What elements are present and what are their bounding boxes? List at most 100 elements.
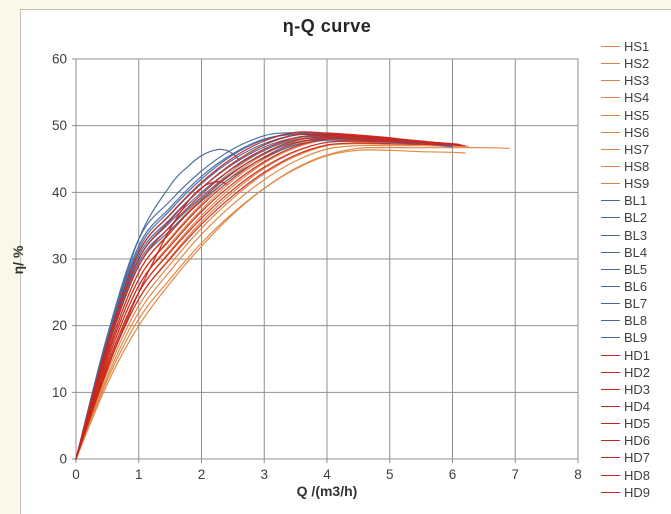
legend-line-swatch-HS8 — [601, 166, 620, 168]
legend-line-swatch-HD8 — [601, 474, 620, 476]
legend-line-swatch-BL8 — [601, 320, 620, 322]
curve-HD9[interactable] — [75, 142, 466, 460]
legend-label-HD9: HD9 — [624, 484, 651, 500]
x-axis-title: Q /(m3/h) — [296, 483, 358, 499]
legend-label-HD4: HD4 — [624, 399, 651, 415]
curve-HD7[interactable] — [75, 138, 460, 460]
legend-line-swatch-HS3 — [601, 80, 620, 82]
legend-label-HS8: HS8 — [624, 159, 650, 175]
legend-label-HD7: HD7 — [624, 450, 651, 466]
legend-line-swatch-HD5 — [601, 423, 620, 425]
legend-line-swatch-HD1 — [601, 354, 620, 356]
legend-line-swatch-HS9 — [601, 183, 620, 185]
curve-HD3[interactable] — [75, 133, 435, 460]
legend-item-BL1[interactable]: BL1 — [601, 192, 671, 209]
legend-item-HD5[interactable]: HD5 — [601, 415, 671, 432]
y-tick-label-30: 30 — [52, 252, 67, 267]
legend-item-HD9[interactable]: HD9 — [601, 484, 671, 501]
curve-HD8[interactable] — [75, 140, 463, 460]
chart-panel[interactable] — [20, 9, 671, 514]
legend-label-HS7: HS7 — [624, 141, 650, 157]
curve-BL7[interactable] — [75, 137, 447, 460]
x-tick-label-0: 0 — [72, 467, 80, 482]
legend-item-HS8[interactable]: HS8 — [601, 158, 671, 175]
legend-line-swatch-BL5 — [601, 268, 620, 270]
legend-item-HS4[interactable]: HS4 — [601, 89, 671, 106]
curve-HD5[interactable] — [75, 135, 447, 460]
legend-item-BL2[interactable]: BL2 — [601, 209, 671, 226]
curve-HD6[interactable] — [75, 136, 454, 460]
legend-label-HS5: HS5 — [624, 107, 650, 123]
legend-item-HD6[interactable]: HD6 — [601, 432, 671, 449]
curve-HS8[interactable] — [75, 135, 428, 460]
legend-item-BL6[interactable]: BL6 — [601, 278, 671, 295]
legend-line-swatch-HD9 — [601, 491, 620, 493]
x-tick-label-2: 2 — [198, 467, 206, 482]
curve-HS2[interactable] — [75, 144, 469, 460]
legend-label-HS2: HS2 — [624, 56, 650, 72]
x-tick-label-8: 8 — [574, 467, 582, 482]
x-tick-label-7: 7 — [511, 467, 519, 482]
legend-item-HD7[interactable]: HD7 — [601, 449, 671, 466]
curve-BL5[interactable] — [75, 133, 435, 460]
legend-label-HS1: HS1 — [624, 39, 650, 55]
legend-item-HS9[interactable]: HS9 — [601, 175, 671, 192]
legend-line-swatch-HS6 — [601, 131, 620, 133]
curve-HS6[interactable] — [75, 137, 441, 460]
legend-label-HS4: HS4 — [624, 90, 650, 106]
legend-line-swatch-BL9 — [601, 337, 620, 339]
legend-label-HD3: HD3 — [624, 381, 651, 397]
legend-item-BL3[interactable]: BL3 — [601, 227, 671, 244]
legend-item-HS7[interactable]: HS7 — [601, 141, 671, 158]
legend-line-swatch-HD2 — [601, 371, 620, 373]
legend-item-HD4[interactable]: HD4 — [601, 398, 671, 415]
legend-item-HS3[interactable]: HS3 — [601, 72, 671, 89]
legend-item-HS6[interactable]: HS6 — [601, 124, 671, 141]
chart-title[interactable]: η-Q curve — [282, 16, 372, 36]
y-tick-label-0: 0 — [59, 452, 67, 467]
legend-item-HS5[interactable]: HS5 — [601, 107, 671, 124]
y-tick-label-50: 50 — [52, 118, 67, 133]
legend-line-swatch-HS7 — [601, 148, 620, 150]
curve-HD1[interactable] — [75, 181, 228, 460]
legend-item-BL9[interactable]: BL9 — [601, 329, 671, 346]
curve-HS1[interactable] — [75, 146, 510, 460]
legend-label-BL6: BL6 — [624, 279, 648, 295]
legend-label-BL3: BL3 — [624, 227, 648, 243]
y-tick-label-60: 60 — [52, 52, 67, 67]
curve-HD4[interactable] — [75, 134, 441, 460]
legend-item-BL7[interactable]: BL7 — [601, 295, 671, 312]
legend-item-HD1[interactable]: HD1 — [601, 347, 671, 364]
legend-item-HD8[interactable]: HD8 — [601, 467, 671, 484]
legend-label-HD6: HD6 — [624, 433, 651, 449]
legend-line-swatch-HD4 — [601, 406, 620, 408]
curve-HS9[interactable] — [75, 149, 466, 460]
legend-line-swatch-HD6 — [601, 440, 620, 442]
y-tick-label-20: 20 — [52, 318, 67, 333]
legend-line-swatch-BL7 — [601, 303, 620, 305]
legend-item-BL4[interactable]: BL4 — [601, 244, 671, 261]
x-tick-label-1: 1 — [135, 467, 143, 482]
legend-item-HD3[interactable]: HD3 — [601, 381, 671, 398]
legend-line-swatch-HS5 — [601, 114, 620, 116]
legend-line-swatch-BL6 — [601, 286, 620, 288]
legend-line-swatch-HS4 — [601, 97, 620, 99]
legend-label-BL9: BL9 — [624, 330, 648, 346]
legend-item-HD2[interactable]: HD2 — [601, 364, 671, 381]
legend-item-HS1[interactable]: HS1 — [601, 38, 671, 55]
legend-label-HD5: HD5 — [624, 416, 651, 432]
chart-legend: HS1 HS2 HS3 HS4 HS5 HS6 HS7 HS8 HS9 BL1 BL2 BL3 BL4 B… — [601, 38, 671, 501]
legend-label-BL8: BL8 — [624, 313, 648, 329]
legend-label-HS6: HS6 — [624, 124, 650, 140]
legend-label-HD8: HD8 — [624, 467, 651, 483]
legend-line-swatch-BL4 — [601, 251, 620, 253]
y-tick-label-10: 10 — [52, 385, 67, 400]
legend-item-BL8[interactable]: BL8 — [601, 312, 671, 329]
legend-line-swatch-BL1 — [601, 200, 620, 202]
legend-line-swatch-HS1 — [601, 46, 620, 48]
legend-item-BL5[interactable]: BL5 — [601, 261, 671, 278]
x-tick-label-3: 3 — [260, 467, 268, 482]
legend-item-HS2[interactable]: HS2 — [601, 55, 671, 72]
